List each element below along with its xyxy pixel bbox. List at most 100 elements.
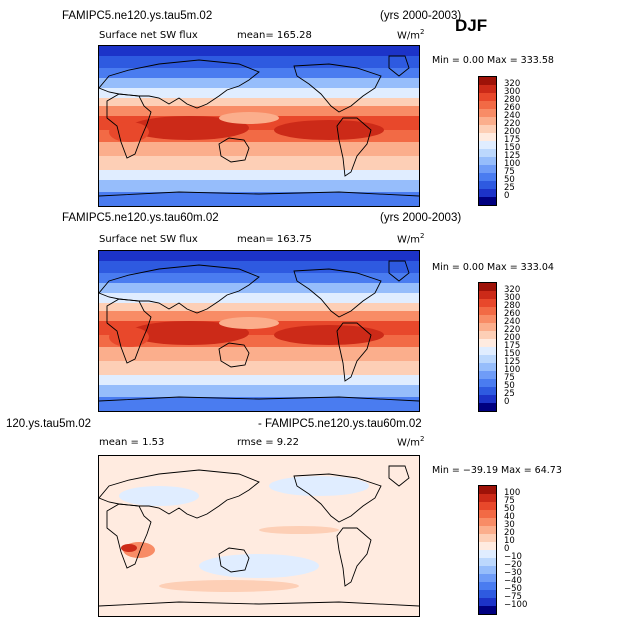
colorbar-tick-label: 40 bbox=[504, 512, 515, 522]
sw-latitude-band bbox=[99, 46, 419, 56]
colorbar-tick-label: 125 bbox=[504, 151, 521, 161]
sw-latitude-band bbox=[99, 98, 419, 106]
panel-2-case-title: FAMIPC5.ne120.ys.tau60m.02 bbox=[62, 212, 219, 224]
colorbar-tick-label: 100 bbox=[504, 159, 521, 169]
colorbar-swatch bbox=[479, 173, 496, 181]
colorbar-swatch bbox=[479, 141, 496, 149]
panel-3-map bbox=[98, 455, 420, 617]
colorbar-swatch bbox=[479, 526, 496, 534]
coastline-greenland bbox=[388, 260, 410, 282]
diff-negative-region bbox=[199, 554, 319, 578]
panel-1-years: (yrs 2000-2003) bbox=[380, 10, 462, 22]
sw-latitude-band bbox=[99, 78, 419, 88]
panel-2-field-plot bbox=[99, 251, 419, 411]
colorbar-swatch bbox=[479, 117, 496, 125]
panel-2-years: (yrs 2000-2003) bbox=[380, 212, 462, 224]
colorbar-tick-label: −100 bbox=[504, 600, 528, 610]
panel-1-units: W/m2 bbox=[397, 28, 425, 42]
sw-latitude-band bbox=[99, 293, 419, 303]
colorbar-tick-label: −10 bbox=[504, 552, 522, 562]
colorbar-swatch bbox=[479, 387, 496, 395]
colorbar-tick-label: 175 bbox=[504, 135, 521, 145]
sw-latitude-band bbox=[99, 311, 419, 321]
sw-latitude-band bbox=[99, 303, 419, 311]
colorbar-swatch bbox=[479, 77, 496, 85]
colorbar-swatch bbox=[479, 323, 496, 331]
sw-latitude-band bbox=[99, 106, 419, 116]
sw-warm-pool bbox=[129, 116, 249, 140]
colorbar-swatch bbox=[479, 371, 496, 379]
sw-latitude-band bbox=[99, 375, 419, 385]
sw-africa-max bbox=[109, 327, 149, 347]
colorbar-tick-label: 320 bbox=[504, 285, 521, 295]
coastline-north-america bbox=[293, 473, 382, 523]
colorbar-swatch bbox=[479, 181, 496, 189]
colorbar-swatch bbox=[479, 315, 496, 323]
coastline-north-america bbox=[293, 268, 382, 318]
diff-negative-region bbox=[119, 486, 199, 506]
colorbar-tick-label: 175 bbox=[504, 341, 521, 351]
sw-latitude-band bbox=[99, 180, 419, 192]
colorbar-swatch bbox=[479, 109, 496, 117]
sw-pacific-max bbox=[274, 120, 384, 140]
coastline-eurasia bbox=[99, 469, 260, 519]
colorbar-tick-label: −40 bbox=[504, 576, 522, 586]
sw-latitude-band bbox=[99, 361, 419, 375]
coastline-south-america bbox=[336, 322, 372, 382]
colorbar-tick-label: 0 bbox=[504, 191, 510, 201]
colorbar-swatch bbox=[479, 307, 496, 315]
colorbar-swatch bbox=[479, 518, 496, 526]
panel-3-field-plot bbox=[99, 456, 419, 616]
colorbar-swatch bbox=[479, 133, 496, 141]
colorbar-tick-label: 240 bbox=[504, 317, 521, 327]
sw-latitude-band bbox=[99, 273, 419, 283]
colorbar-tick-label: 25 bbox=[504, 389, 515, 399]
colorbar-swatch bbox=[479, 291, 496, 299]
sw-itcz-clouds bbox=[219, 317, 279, 329]
panel-1-field-label: Surface net SW flux bbox=[99, 30, 198, 41]
colorbar-tick-label: 10 bbox=[504, 536, 515, 546]
coastline-greenland bbox=[388, 465, 410, 487]
coastline-antarctica bbox=[99, 396, 419, 402]
colorbar-tick-label: 300 bbox=[504, 87, 521, 97]
colorbar-tick-label: 260 bbox=[504, 103, 521, 113]
sw-latitude-band bbox=[99, 251, 419, 261]
panel-2-units: W/m2 bbox=[397, 232, 425, 246]
coastline-antarctica bbox=[99, 191, 419, 197]
panel-3-rmse: rmse = 9.22 bbox=[237, 437, 300, 448]
colorbar-swatch bbox=[479, 157, 496, 165]
colorbar-tick-label: 280 bbox=[504, 301, 521, 311]
colorbar-swatch bbox=[479, 189, 496, 197]
panel-3-years: - FAMIPC5.ne120.ys.tau60m.02 bbox=[258, 418, 422, 430]
diff-positive-region bbox=[159, 580, 299, 592]
colorbar-tick-label: 50 bbox=[504, 175, 515, 185]
colorbar-swatch bbox=[479, 494, 496, 502]
panel-2-field-label: Surface net SW flux bbox=[99, 234, 198, 245]
coastline-australia bbox=[218, 547, 250, 573]
colorbar-tick-label: 220 bbox=[504, 119, 521, 129]
diff-negative-region bbox=[269, 476, 369, 496]
colorbar-tick-label: −30 bbox=[504, 568, 522, 578]
panel-2-map bbox=[98, 250, 420, 412]
coastline-australia bbox=[218, 342, 250, 368]
sw-latitude-band bbox=[99, 347, 419, 361]
colorbar-swatch bbox=[479, 550, 496, 558]
colorbar-tick-label: 150 bbox=[504, 143, 521, 153]
colorbar-swatch bbox=[479, 355, 496, 363]
sw-latitude-band bbox=[99, 283, 419, 293]
colorbar-tick-label: 220 bbox=[504, 325, 521, 335]
colorbar-swatch bbox=[479, 347, 496, 355]
colorbar-tick-label: 300 bbox=[504, 293, 521, 303]
colorbar-swatch bbox=[479, 534, 496, 542]
panel-1-case-title: FAMIPC5.ne120.ys.tau5m.02 bbox=[62, 10, 213, 22]
sw-pacific-max bbox=[274, 325, 384, 345]
colorbar-swatch bbox=[479, 395, 496, 403]
colorbar-swatch bbox=[479, 566, 496, 574]
colorbar-tick-label: 280 bbox=[504, 95, 521, 105]
colorbar-tick-label: 75 bbox=[504, 167, 515, 177]
coastline-north-america bbox=[293, 63, 382, 113]
colorbar-tick-label: 25 bbox=[504, 183, 515, 193]
sw-latitude-band bbox=[99, 192, 419, 206]
diff-positive-region bbox=[259, 526, 339, 534]
panel-3-colorbar bbox=[478, 485, 497, 615]
